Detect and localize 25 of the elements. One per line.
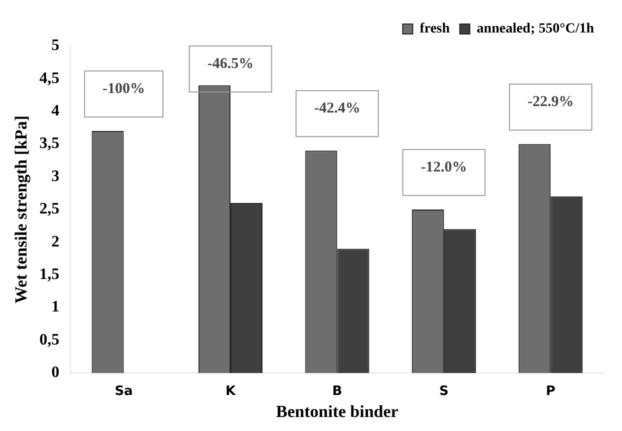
x-tick-label: B (332, 384, 342, 400)
y-tick-label: 0 (51, 364, 60, 382)
y-tick-label: 1 (51, 298, 60, 316)
annotation: -42.4% (314, 100, 360, 117)
y-tick-label: 3 (51, 168, 60, 185)
y-tick-label: 2,5 (39, 200, 60, 218)
x-axis-title: Bentonite binder (276, 402, 399, 422)
annotation: -46.5% (207, 56, 254, 72)
y-tick-label: 4 (51, 102, 60, 120)
annotation: -100% (102, 80, 146, 97)
y-tick-label: 4,5 (39, 70, 60, 87)
x-tick-label: S (439, 384, 449, 400)
y-tick-label: 1,5 (39, 266, 60, 284)
legend-label: fresh (420, 22, 450, 37)
y-axis-title: Wet tensile strength [kPa] (12, 115, 31, 304)
y-tick-label: 5 (51, 37, 60, 54)
y-tick-label: 3,5 (39, 135, 60, 152)
annotation: -22.9% (528, 94, 574, 110)
y-tick-label: 0,5 (39, 331, 60, 348)
legend-label: annealed; 550°C/1h (476, 22, 594, 37)
annotation: -12.0% (420, 159, 468, 176)
x-tick-label: Sa (114, 384, 133, 400)
x-tick-label: P (546, 384, 556, 400)
y-tick-label: 2 (51, 233, 60, 250)
x-tick-label: K (225, 384, 236, 400)
